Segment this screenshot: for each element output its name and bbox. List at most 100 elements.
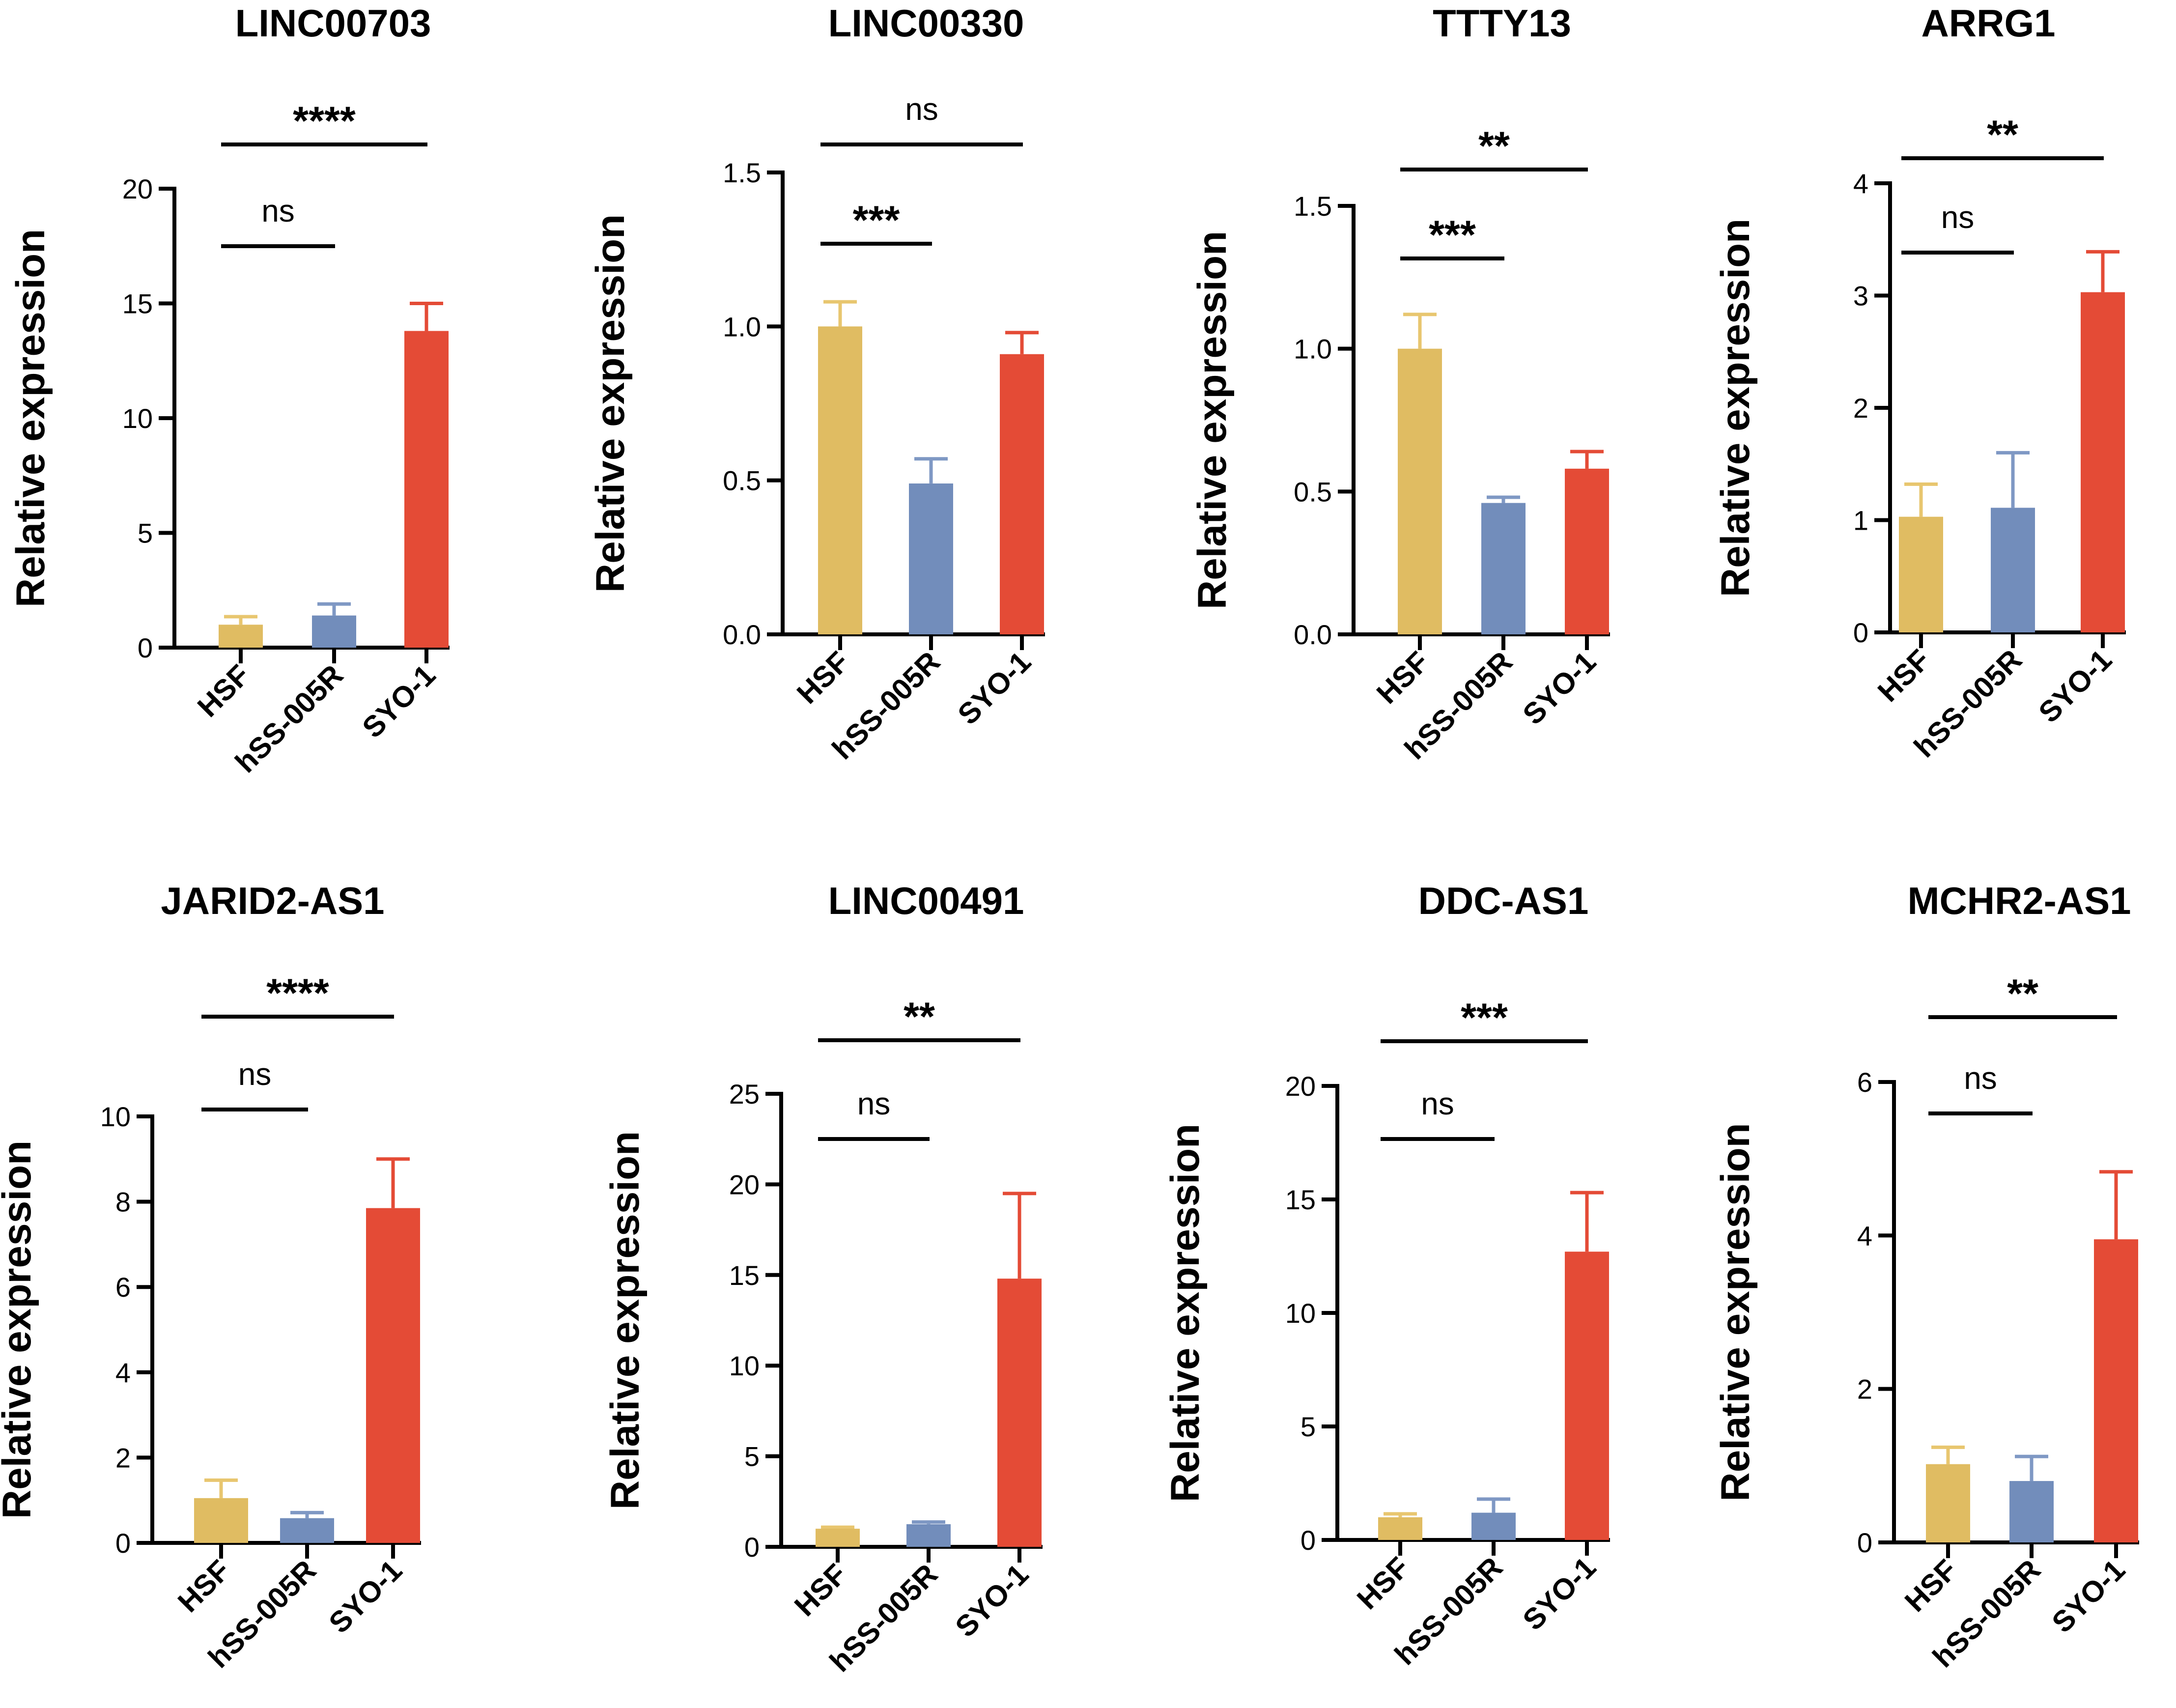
chart-title: LINC00330 bbox=[828, 1, 1024, 45]
y-tick-label: 0 bbox=[138, 632, 153, 663]
y-tick-label: 1.5 bbox=[1294, 191, 1332, 222]
y-axis-label: Relative expression bbox=[588, 214, 633, 593]
y-axis-label: Relative expression bbox=[8, 229, 53, 607]
y-tick-label: 0 bbox=[744, 1532, 760, 1563]
bar-hss-005r bbox=[312, 615, 356, 648]
significance-label: *** bbox=[1461, 996, 1508, 1040]
x-category-label: SYO-1 bbox=[356, 658, 442, 744]
x-category-label: HSF bbox=[1370, 645, 1435, 710]
x-category-label: SYO-1 bbox=[949, 1558, 1035, 1644]
y-tick-label: 4 bbox=[115, 1357, 131, 1388]
y-tick-label: 4 bbox=[1857, 1220, 1872, 1251]
bar-hss-005r bbox=[1991, 508, 2035, 632]
chart-title: TTTY13 bbox=[1433, 1, 1571, 45]
y-tick-label: 20 bbox=[122, 173, 153, 204]
y-tick-label: 1.5 bbox=[723, 157, 761, 188]
y-tick-label: 15 bbox=[1285, 1184, 1316, 1215]
bar-syo-1 bbox=[997, 1279, 1042, 1547]
x-category-label: SYO-1 bbox=[951, 645, 1037, 731]
y-tick-label: 2 bbox=[1853, 393, 1868, 424]
y-tick-label: 3 bbox=[1853, 281, 1868, 312]
y-tick-label: 10 bbox=[729, 1350, 760, 1381]
y-axis-label: Relative expression bbox=[1163, 1124, 1208, 1502]
bar-hsf bbox=[1378, 1517, 1422, 1540]
x-category-label: HSF bbox=[171, 1554, 236, 1619]
y-tick-label: 1.0 bbox=[1294, 334, 1332, 365]
significance-label: *** bbox=[853, 198, 900, 243]
y-axis-label: Relative expression bbox=[1713, 1123, 1758, 1501]
bar-hsf bbox=[219, 625, 263, 648]
significance-label: ns bbox=[857, 1086, 891, 1121]
significance-label: ** bbox=[904, 995, 935, 1039]
y-axis-label: Relative expression bbox=[603, 1131, 648, 1509]
bar-syo-1 bbox=[1000, 354, 1044, 634]
y-tick-label: 0 bbox=[115, 1528, 131, 1559]
bar-hsf bbox=[1899, 516, 1943, 632]
y-tick-label: 10 bbox=[100, 1101, 131, 1132]
y-tick-label: 5 bbox=[744, 1441, 760, 1472]
significance-label: ** bbox=[2007, 971, 2038, 1016]
significance-label: ns bbox=[1941, 199, 1975, 235]
bar-syo-1 bbox=[1565, 468, 1609, 634]
x-category-label: HSF bbox=[1871, 643, 1936, 708]
y-tick-label: 2 bbox=[115, 1442, 131, 1473]
y-axis-label: Relative expression bbox=[1190, 231, 1235, 609]
y-tick-label: 0 bbox=[1857, 1527, 1872, 1558]
x-category-label: HSF bbox=[1351, 1551, 1415, 1616]
chart-title: JARID2-AS1 bbox=[161, 879, 384, 922]
bar-hss-005r bbox=[280, 1518, 334, 1543]
y-tick-label: 8 bbox=[115, 1187, 131, 1218]
bar-hsf bbox=[816, 1529, 860, 1547]
chart-panel-2: LINC00330 Relative expression 0.0 0.5 1.0 1.5… bbox=[588, 1, 1045, 766]
x-category-label: SYO-1 bbox=[1516, 645, 1602, 731]
x-category-label: HSF bbox=[791, 645, 855, 710]
bar-hss-005r bbox=[1481, 503, 1526, 634]
bar-hsf bbox=[818, 326, 862, 634]
chart-panel-3: TTTY13 Relative expression 0.0 0.5 1.0 1.5 HSF… bbox=[1190, 1, 1610, 766]
bar-syo-1 bbox=[404, 331, 449, 648]
bar-syo-1 bbox=[1565, 1252, 1609, 1540]
y-tick-label: 6 bbox=[1857, 1067, 1872, 1098]
bar-hsf bbox=[1398, 348, 1442, 634]
bar-syo-1 bbox=[366, 1208, 420, 1543]
chart-title: LINC00491 bbox=[828, 879, 1024, 922]
x-category-label: HSF bbox=[788, 1558, 853, 1623]
y-tick-label: 25 bbox=[729, 1079, 760, 1110]
x-category-label: HSF bbox=[191, 658, 256, 723]
x-category-label: SYO-1 bbox=[1516, 1551, 1602, 1637]
y-tick-label: 10 bbox=[122, 403, 153, 434]
chart-panel-6: LINC00491 Relative expression 0 5 10 15 20 25 HS… bbox=[603, 879, 1043, 1678]
chart-title: MCHR2-AS1 bbox=[1907, 879, 2131, 922]
y-tick-label: 6 bbox=[115, 1272, 131, 1303]
y-tick-label: 4 bbox=[1853, 168, 1868, 199]
bar-hsf bbox=[1926, 1464, 1970, 1542]
significance-label: **** bbox=[266, 971, 329, 1016]
significance-label: ** bbox=[1987, 113, 2018, 157]
bar-hss-005r bbox=[909, 483, 953, 634]
y-tick-label: 20 bbox=[1285, 1071, 1316, 1102]
y-tick-label: 5 bbox=[1300, 1411, 1316, 1442]
y-tick-label: 20 bbox=[729, 1169, 760, 1200]
x-category-label: SYO-1 bbox=[2045, 1553, 2131, 1639]
y-tick-label: 15 bbox=[122, 288, 153, 319]
y-axis-label: Relative expression bbox=[1713, 219, 1758, 597]
chart-title: DDC-AS1 bbox=[1418, 879, 1589, 922]
y-tick-label: 10 bbox=[1285, 1298, 1316, 1329]
significance-label: **** bbox=[293, 99, 356, 143]
bar-hsf bbox=[194, 1498, 248, 1543]
bar-hss-005r bbox=[1471, 1512, 1516, 1540]
y-tick-label: 0.5 bbox=[723, 465, 761, 496]
y-tick-label: 0.5 bbox=[1294, 476, 1332, 507]
x-category-label: SYO-1 bbox=[2032, 643, 2118, 729]
significance-label: ns bbox=[905, 91, 938, 127]
significance-label: ns bbox=[1421, 1086, 1454, 1121]
y-tick-label: 2 bbox=[1857, 1374, 1872, 1405]
chart-title: LINC00703 bbox=[235, 1, 431, 45]
significance-label: ** bbox=[1478, 124, 1510, 169]
significance-label: *** bbox=[1429, 213, 1476, 257]
